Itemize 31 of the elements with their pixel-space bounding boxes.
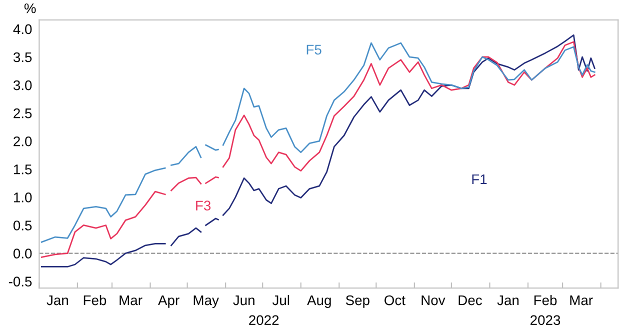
text: 2023 [530,315,560,326]
x-tick-label: Oct [384,295,406,306]
y-tick-label: 0.5 [13,220,32,230]
y-tick-label: -0.5 [8,276,32,286]
y-tick-label: 1.5 [14,164,32,174]
y-tick-label: 3.0 [13,80,32,90]
x-tick-label: Sep [346,295,370,308]
text: F1 [472,174,487,184]
y-tick-label: 4.0 [13,24,32,34]
y-tick-label: 3.5 [13,52,32,62]
x-tick-label: Aug [307,296,331,308]
text: 2022 [249,315,279,326]
series-label: F3 [196,200,211,211]
y-tick-label: 0.0 [13,248,32,258]
y-axis-title: % [24,3,36,14]
y-tick-label: 2.0 [14,136,32,146]
text: F5 [306,44,322,55]
x-tick-label: Dec [458,296,482,306]
x-tick-label: Mar [120,296,142,306]
y-tick-label: 1.0 [14,192,32,202]
x-tick-label: May [194,296,219,308]
x-tick-label: Jan [46,296,68,306]
x-tick-label: Jul [272,294,290,306]
x-tick-label: Jun [233,296,254,306]
x-tick-label: Nov [422,296,446,306]
x-tick-label: Feb [534,294,557,306]
x-tick-label: Mar [570,296,593,306]
y-tick-label: 2.5 [14,108,32,118]
x-tick-label: Jan [497,296,519,306]
x-tick-label: Apr [158,296,180,308]
x-tick-label: Feb [84,294,106,306]
